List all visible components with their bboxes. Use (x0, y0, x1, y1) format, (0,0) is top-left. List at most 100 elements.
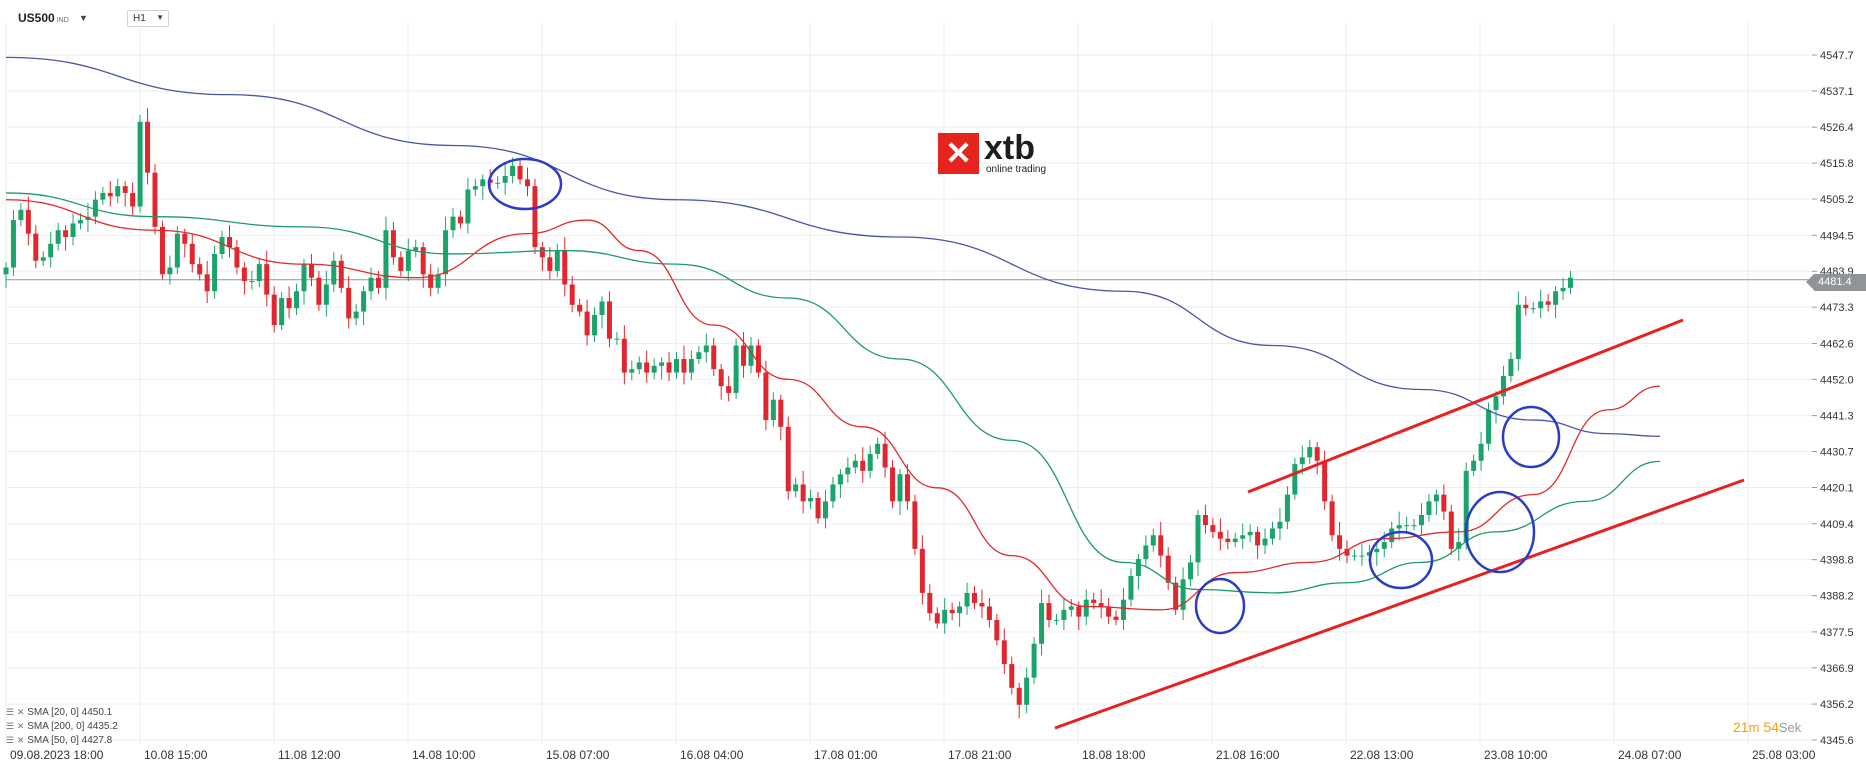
candle-body (428, 274, 434, 288)
close-icon[interactable]: ✕ (16, 721, 25, 731)
channel-lower-line (1054, 478, 1745, 730)
chevron-down-icon: ▼ (156, 13, 164, 22)
candle-body (63, 230, 69, 238)
candle-body (398, 257, 404, 271)
candle-body (249, 281, 255, 283)
candle-timer: 21m 54Sek (1733, 719, 1801, 735)
candle-body (741, 345, 747, 366)
current-price-tag: 4481.4 (1806, 274, 1866, 291)
candle-body (547, 257, 553, 271)
candle-body (986, 606, 992, 621)
candle-body (882, 443, 888, 468)
candle-body (554, 250, 560, 271)
candle-body (137, 121, 143, 207)
candle-body (1359, 555, 1365, 557)
candle-body (912, 501, 918, 549)
candle-body (316, 277, 322, 305)
candle-body (1553, 291, 1559, 305)
candle-body (1411, 525, 1417, 527)
x-tick-label: 18.08 18:00 (1082, 748, 1146, 762)
chevron-down-icon[interactable]: ▼ (79, 13, 88, 23)
candle-body (748, 345, 754, 366)
candle-body (949, 609, 955, 614)
candle-body (1113, 616, 1119, 621)
y-tick-label: 4398.8 (1820, 555, 1854, 567)
candle-body (1568, 277, 1573, 288)
candle-body (353, 311, 359, 319)
candle-body (70, 223, 76, 238)
candle-body (1247, 531, 1253, 536)
candle-body (651, 365, 657, 373)
candle-body (1009, 664, 1015, 688)
candle-body (182, 233, 188, 244)
candle-body (785, 426, 791, 492)
candle-body (770, 399, 776, 421)
candle-body (383, 230, 389, 288)
candle-body (927, 592, 933, 614)
candle-body (808, 497, 814, 502)
candle-body (830, 484, 836, 502)
candle-body (1307, 447, 1313, 458)
candle-body (726, 386, 732, 393)
candle-body (845, 467, 851, 475)
candle-body (1091, 599, 1097, 604)
candle-body (1478, 443, 1484, 461)
candle-body (1001, 640, 1007, 665)
y-tick-label: 4452.0 (1820, 374, 1854, 386)
settings-icon[interactable]: ☰ (6, 735, 15, 745)
symbol-label[interactable]: US500 IND (18, 11, 69, 25)
candle-body (964, 592, 970, 607)
candle-body (3, 267, 9, 275)
candle-body (755, 345, 761, 373)
logo-x-icon: ✕ (938, 133, 979, 174)
candle-body (18, 209, 24, 221)
legend-row[interactable]: ☰ ✕ SMA [20, 0] 4450.1 (6, 705, 118, 719)
candle-body (457, 216, 463, 224)
candle-body (1121, 599, 1126, 621)
y-tick-label: 4441.3 (1820, 411, 1854, 423)
candle-body (1389, 528, 1395, 543)
candle-body (539, 247, 545, 258)
candle-body (823, 501, 828, 519)
candle-body (1366, 552, 1372, 556)
timeframe-select[interactable]: H1 ▼ (127, 10, 169, 27)
y-tick-label: 4388.2 (1820, 591, 1854, 603)
settings-icon[interactable]: ☰ (6, 721, 15, 731)
symbol-name: US500 (18, 11, 55, 25)
candle-body (1463, 470, 1469, 543)
candle-body (875, 443, 881, 454)
candle-body (495, 182, 501, 184)
close-icon[interactable]: ✕ (16, 707, 25, 717)
candle-body (1530, 308, 1536, 310)
candle-body (1404, 525, 1410, 527)
candle-body (145, 121, 151, 173)
candle-body (361, 291, 367, 312)
xtb-logo: ✕ xtb online trading (938, 129, 1048, 177)
timer-min-unit: m (1748, 720, 1760, 735)
y-tick-label: 4420.1 (1820, 482, 1854, 494)
candle-body (465, 189, 471, 224)
candle-body (1180, 579, 1186, 610)
candle-body (852, 460, 858, 468)
candle-body (338, 260, 344, 288)
candle-body (122, 186, 128, 193)
close-icon[interactable]: ✕ (16, 735, 25, 745)
candle-body (1456, 542, 1462, 549)
candle-body (1381, 542, 1387, 549)
candle-body (1076, 606, 1082, 617)
sma-line (5, 192, 1660, 594)
candle-body (130, 192, 136, 207)
settings-icon[interactable]: ☰ (6, 707, 15, 717)
candle-body (286, 298, 292, 309)
candle-body (629, 369, 635, 373)
candle-body (994, 620, 1000, 641)
candle-body (1344, 548, 1350, 556)
candle-body (1426, 501, 1432, 515)
legend-row[interactable]: ☰ ✕ SMA [50, 0] 4427.8 (6, 733, 118, 747)
legend-row[interactable]: ☰ ✕ SMA [200, 0] 4435.2 (6, 719, 118, 733)
x-tick-label: 23.08 10:00 (1484, 748, 1548, 762)
legend-label: SMA [20, 0] 4450.1 (27, 707, 113, 718)
candle-body (1374, 548, 1380, 553)
candle-body (1098, 603, 1104, 607)
